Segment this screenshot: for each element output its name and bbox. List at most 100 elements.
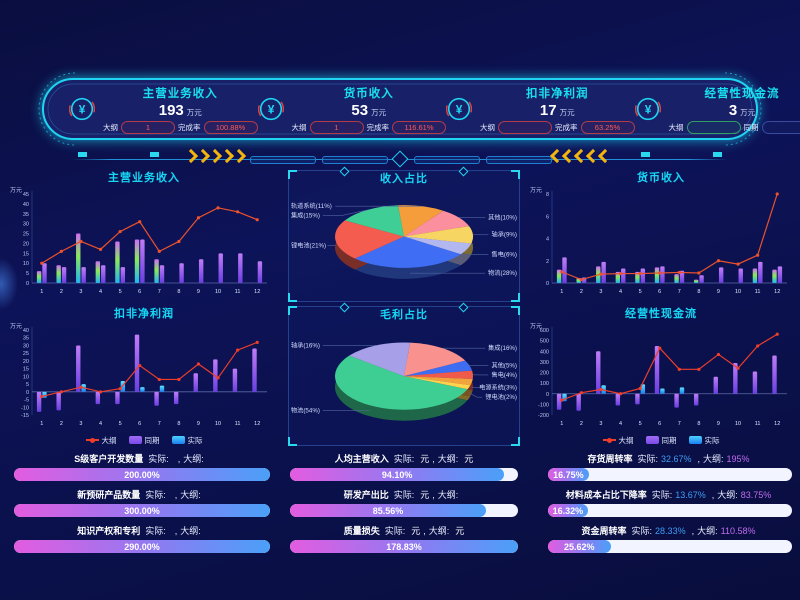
svg-text:2: 2 <box>60 289 63 295</box>
svg-text:5: 5 <box>119 289 122 295</box>
svg-text:0: 0 <box>26 281 29 287</box>
target-pill: 1 <box>121 120 175 134</box>
kpi-title: 扣非净利润 <box>526 87 589 100</box>
legend-label: 同期 <box>144 435 160 445</box>
completion-pill: 116.61% <box>392 120 446 134</box>
progress-fill: 16.32% <box>548 504 588 517</box>
divider-decoration <box>0 146 800 170</box>
line-marker-icon <box>602 437 616 443</box>
kpi-value: 3 万元 <box>728 101 756 119</box>
separator: , <box>691 526 695 536</box>
progress-percent: 25.62% <box>563 541 595 552</box>
income-pie-chart[interactable]: 轨道系统(11%) 集成(15%) 锂电池(21%) 其他(10%) 轴承(9%) 售电(… <box>289 187 519 297</box>
completion-pill: 100.88% <box>203 120 258 134</box>
metric-row: 质量损失 实际: 元, 大纲: 元 178.83% <box>290 524 518 553</box>
metric-title: 人均主营收入 <box>334 454 389 464</box>
svg-text:8: 8 <box>697 421 700 427</box>
legend-item[interactable]: 实际 <box>171 435 203 446</box>
progress-bar: 16.75% <box>548 468 792 481</box>
metric-row: 研发产出比 实际: 元, 大纲: 85.56% <box>290 488 518 517</box>
kpi-title: 主营业务收入 <box>142 87 218 100</box>
legend-item[interactable]: 大纲 <box>602 435 634 446</box>
actual-label: 实际: <box>145 526 166 536</box>
panel-cash-flow: 经营性现金流 万元 -200 -100 0 100 200 300 400 500 600 1 2 3 4… <box>528 306 794 446</box>
progress-fill: 300.00% <box>14 504 270 517</box>
svg-text:300: 300 <box>540 360 549 366</box>
kpi-value: 53 万元 <box>351 101 387 119</box>
kpi-card-main-income: ¥ 主营业务收入 193 万元 大纲 1 完成率 100.88% <box>69 82 258 136</box>
svg-text:轴承(16%): 轴承(16%) <box>291 341 320 349</box>
svg-text:-100: -100 <box>538 402 549 408</box>
metric-row: 人均主营收入 实际: 元, 大纲: 元 94.10% <box>290 452 518 481</box>
svg-text:400: 400 <box>540 349 549 355</box>
legend-item[interactable]: 大纲 <box>85 435 117 446</box>
svg-text:物流(28%): 物流(28%) <box>488 269 517 277</box>
svg-text:30: 30 <box>23 343 29 349</box>
svg-text:500: 500 <box>540 339 549 345</box>
svg-text:2: 2 <box>580 289 583 295</box>
progress-percent: 300.00% <box>124 505 160 516</box>
metric-title: 资金周转率 <box>581 526 627 536</box>
svg-text:4: 4 <box>619 421 622 427</box>
legend-item[interactable]: 同期 <box>128 435 160 446</box>
svg-text:8: 8 <box>697 289 700 295</box>
target-label: 大纲 <box>291 122 307 132</box>
svg-text:3: 3 <box>599 289 602 295</box>
yen-icon: ¥ <box>69 96 95 122</box>
gross-margin-pie-chart[interactable]: 轴承(16%) 物流(54%) 集成(16%) 其他(5%) 售电(4%) 电源系统(3%… <box>289 323 519 441</box>
target-value: 83.75% <box>740 490 772 500</box>
kpi-value: 17 万元 <box>539 101 575 119</box>
svg-text:1: 1 <box>40 421 43 427</box>
kpi-card-currency-income: ¥ 货币收入 53 万元 大纲 1 完成率 116.61% <box>257 82 446 136</box>
svg-text:2: 2 <box>580 421 583 427</box>
metric-title: 研发产出比 <box>343 490 389 500</box>
metric-row: 存货周转率 实际: 32.67%, 大纲: 195% 16.75% <box>548 452 792 481</box>
progress-percent: 94.10% <box>381 469 413 480</box>
metric-title: S级客户开发数量 <box>74 454 144 464</box>
progress-fill: 200.00% <box>14 468 270 481</box>
legend-label: 实际 <box>704 435 720 445</box>
svg-text:7: 7 <box>678 289 681 295</box>
metric-row: 新预研产品数量 实际:, 大纲: 300.00% <box>14 488 270 517</box>
svg-text:25: 25 <box>23 232 29 238</box>
svg-text:7: 7 <box>158 289 161 295</box>
progress-fill: 178.83% <box>290 540 518 553</box>
svg-text:8: 8 <box>177 421 180 427</box>
svg-text:15: 15 <box>23 251 29 257</box>
progress-fill: 290.00% <box>14 540 270 553</box>
kpi-unit: 万元 <box>559 107 575 117</box>
svg-text:6: 6 <box>546 214 549 220</box>
progress-bar: 94.10% <box>290 468 518 481</box>
metrics-column-left: S级客户开发数量 实际:, 大纲: 200.00% 新预研产品数量 实际:, 大纲: 300.… <box>14 452 270 560</box>
svg-text:10: 10 <box>215 421 221 427</box>
target-label: 大纲 <box>103 122 118 132</box>
progress-percent: 16.75% <box>553 469 584 480</box>
svg-text:¥: ¥ <box>79 102 86 116</box>
separator: , <box>423 526 426 536</box>
svg-text:0: 0 <box>546 392 549 398</box>
svg-text:3: 3 <box>79 289 82 295</box>
svg-text:¥: ¥ <box>644 102 651 116</box>
progress-percent: 200.00% <box>124 469 160 480</box>
target-value: 195% <box>726 454 750 464</box>
svg-text:1: 1 <box>40 289 43 295</box>
bar-marker-blue-icon <box>171 436 185 444</box>
legend-item[interactable]: 同期 <box>645 435 677 446</box>
kpi-unit: 万元 <box>186 107 202 117</box>
svg-text:4: 4 <box>99 421 102 427</box>
svg-text:-200: -200 <box>538 413 549 419</box>
svg-text:售电(6%): 售电(6%) <box>492 251 517 259</box>
svg-text:6: 6 <box>138 421 141 427</box>
svg-text:其他(10%): 其他(10%) <box>488 213 517 221</box>
svg-text:0: 0 <box>26 390 29 396</box>
edge-glow-decoration <box>0 258 18 310</box>
actual-unit: 元 <box>411 526 421 536</box>
actual-unit: 元 <box>420 490 430 500</box>
completion-label: 完成率 <box>366 122 390 132</box>
legend-item[interactable]: 实际 <box>688 435 720 446</box>
